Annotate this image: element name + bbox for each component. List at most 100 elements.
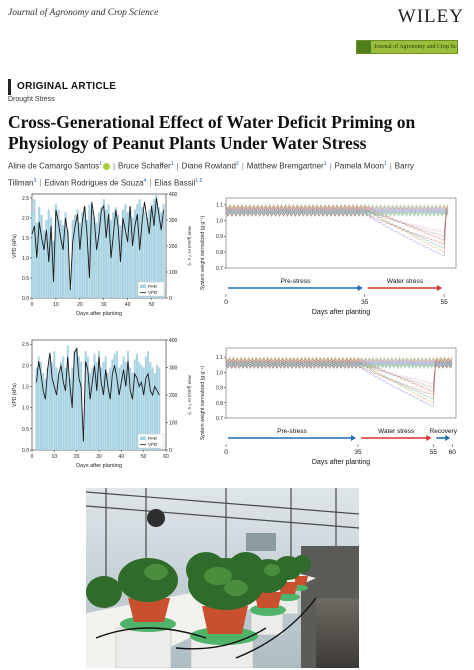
par-bar bbox=[38, 207, 41, 298]
y-left-tick-label: 0.5 bbox=[22, 427, 29, 433]
author-name[interactable]: Bruce Schaffer bbox=[118, 161, 171, 171]
par-bar bbox=[158, 367, 161, 450]
par-bar bbox=[142, 367, 145, 450]
phase-label: Pre-stress bbox=[281, 278, 311, 285]
plant-trace bbox=[225, 358, 453, 364]
par-bar bbox=[86, 356, 89, 450]
arrow-head-icon bbox=[350, 435, 356, 441]
legend-label: PAR bbox=[148, 284, 158, 289]
x-axis-label: Days after planting bbox=[76, 311, 122, 317]
y-axis-label: System weight normalized (g g⁻¹) bbox=[200, 216, 206, 291]
par-bar bbox=[82, 433, 85, 450]
x-tick-label: 40 bbox=[119, 454, 125, 460]
y-left-axis-label: VPD (kPa) bbox=[12, 383, 18, 407]
author-name[interactable]: Matthew Bremgartner bbox=[246, 161, 324, 171]
par-bar bbox=[44, 378, 47, 450]
x-tick-label: 50 bbox=[141, 454, 147, 460]
par-bar bbox=[124, 204, 127, 298]
y-tick-label: 1.1 bbox=[216, 202, 223, 208]
par-bar bbox=[129, 367, 132, 450]
par-bar bbox=[145, 217, 148, 298]
plant-trace bbox=[225, 211, 449, 245]
vpd-line bbox=[31, 197, 165, 291]
author-name[interactable]: Barry Tillman bbox=[8, 161, 414, 188]
author-name[interactable]: Diane Rowland bbox=[181, 161, 236, 171]
y-left-axis-label: VPD (kPa) bbox=[12, 234, 18, 258]
plant-trace bbox=[225, 364, 453, 396]
banner-logo-icon bbox=[357, 41, 371, 53]
par-bar bbox=[150, 204, 153, 298]
par-bar bbox=[140, 364, 143, 450]
par-bar bbox=[42, 373, 45, 450]
par-bar bbox=[93, 353, 96, 450]
par-bar bbox=[160, 212, 163, 298]
x-tick-label: 55 bbox=[430, 449, 438, 456]
par-bar bbox=[55, 367, 58, 450]
par-bar bbox=[62, 225, 65, 298]
greenhouse-photo bbox=[86, 488, 359, 668]
plant-trace bbox=[225, 358, 453, 403]
y-right-tick-label: 0 bbox=[169, 448, 172, 454]
par-bar bbox=[109, 367, 112, 450]
x-axis-label: Days after planting bbox=[312, 459, 370, 466]
par-bar bbox=[40, 214, 43, 298]
y-right-tick-label: 200 bbox=[169, 393, 178, 399]
x-axis-label: Days after planting bbox=[76, 463, 122, 469]
y-tick-label: 0.9 bbox=[216, 386, 223, 392]
par-bar bbox=[133, 209, 136, 298]
par-bar bbox=[105, 209, 108, 298]
par-bar bbox=[95, 362, 98, 450]
par-bar bbox=[133, 359, 136, 450]
orcid-icon[interactable] bbox=[102, 163, 110, 171]
y-left-tick-label: 2.0 bbox=[22, 216, 29, 222]
par-bar bbox=[78, 222, 81, 298]
par-bar bbox=[76, 209, 79, 298]
x-tick-label: 55 bbox=[440, 299, 448, 306]
x-tick-label: 60 bbox=[163, 454, 169, 460]
author-name[interactable]: Aline de Camargo Santos bbox=[8, 161, 100, 171]
y-right-axis-label: PAR (μmol m⁻² s⁻¹) bbox=[187, 226, 192, 266]
par-bar bbox=[46, 367, 49, 450]
y-right-tick-label: 0 bbox=[169, 296, 172, 302]
par-bar bbox=[57, 209, 60, 298]
par-bar bbox=[97, 212, 101, 298]
par-bar bbox=[129, 207, 132, 298]
x-tick-label: 20 bbox=[74, 454, 80, 460]
phase-label: Pre-stress bbox=[277, 428, 307, 435]
par-bar bbox=[45, 220, 48, 298]
author-separator: | bbox=[329, 161, 332, 171]
par-bar bbox=[102, 362, 105, 450]
x-tick-label: 35 bbox=[354, 449, 362, 456]
plant-trace bbox=[225, 362, 453, 385]
y-tick-label: 0.7 bbox=[216, 266, 223, 272]
par-bar bbox=[100, 207, 103, 298]
phase-label: Water stress bbox=[378, 428, 415, 435]
par-bar bbox=[60, 362, 63, 450]
par-bar bbox=[124, 362, 127, 450]
y-right-tick-label: 100 bbox=[169, 270, 178, 276]
weight-chart-2: 0.7 0.8 0.9 1.0 1.1 System weight normalized … bbox=[200, 347, 458, 466]
par-bar bbox=[153, 373, 156, 450]
par-bar bbox=[95, 222, 98, 298]
x-tick-label: 30 bbox=[96, 454, 102, 460]
x-tick-label: 20 bbox=[77, 302, 83, 308]
y-left-tick-label: 0.0 bbox=[22, 296, 29, 302]
plant-trace bbox=[225, 364, 453, 370]
author-name[interactable]: Pamela Moon bbox=[334, 161, 384, 171]
par-bar bbox=[113, 353, 116, 450]
author-name[interactable]: Edivan Rodrigues de Souza bbox=[44, 178, 144, 188]
legend-label: VPD bbox=[148, 442, 158, 447]
author-affiliation: 1 bbox=[383, 161, 387, 167]
weather-chart-1: 0.0 0.5 1.0 1.5 2.0 2.5 0 100 200 300 400 0 10 20 30 40… bbox=[12, 192, 192, 317]
x-tick-label: 50 bbox=[149, 302, 155, 308]
par-bar bbox=[37, 356, 40, 450]
author-name[interactable]: Elias Bassil bbox=[154, 178, 196, 188]
par-bar bbox=[51, 362, 54, 450]
plot-frame bbox=[225, 347, 457, 419]
par-bar bbox=[155, 194, 158, 298]
par-bar bbox=[157, 207, 160, 298]
par-bar bbox=[135, 353, 138, 450]
par-bar bbox=[143, 212, 146, 298]
x-tick-label: 10 bbox=[53, 302, 59, 308]
par-bar bbox=[127, 351, 130, 450]
